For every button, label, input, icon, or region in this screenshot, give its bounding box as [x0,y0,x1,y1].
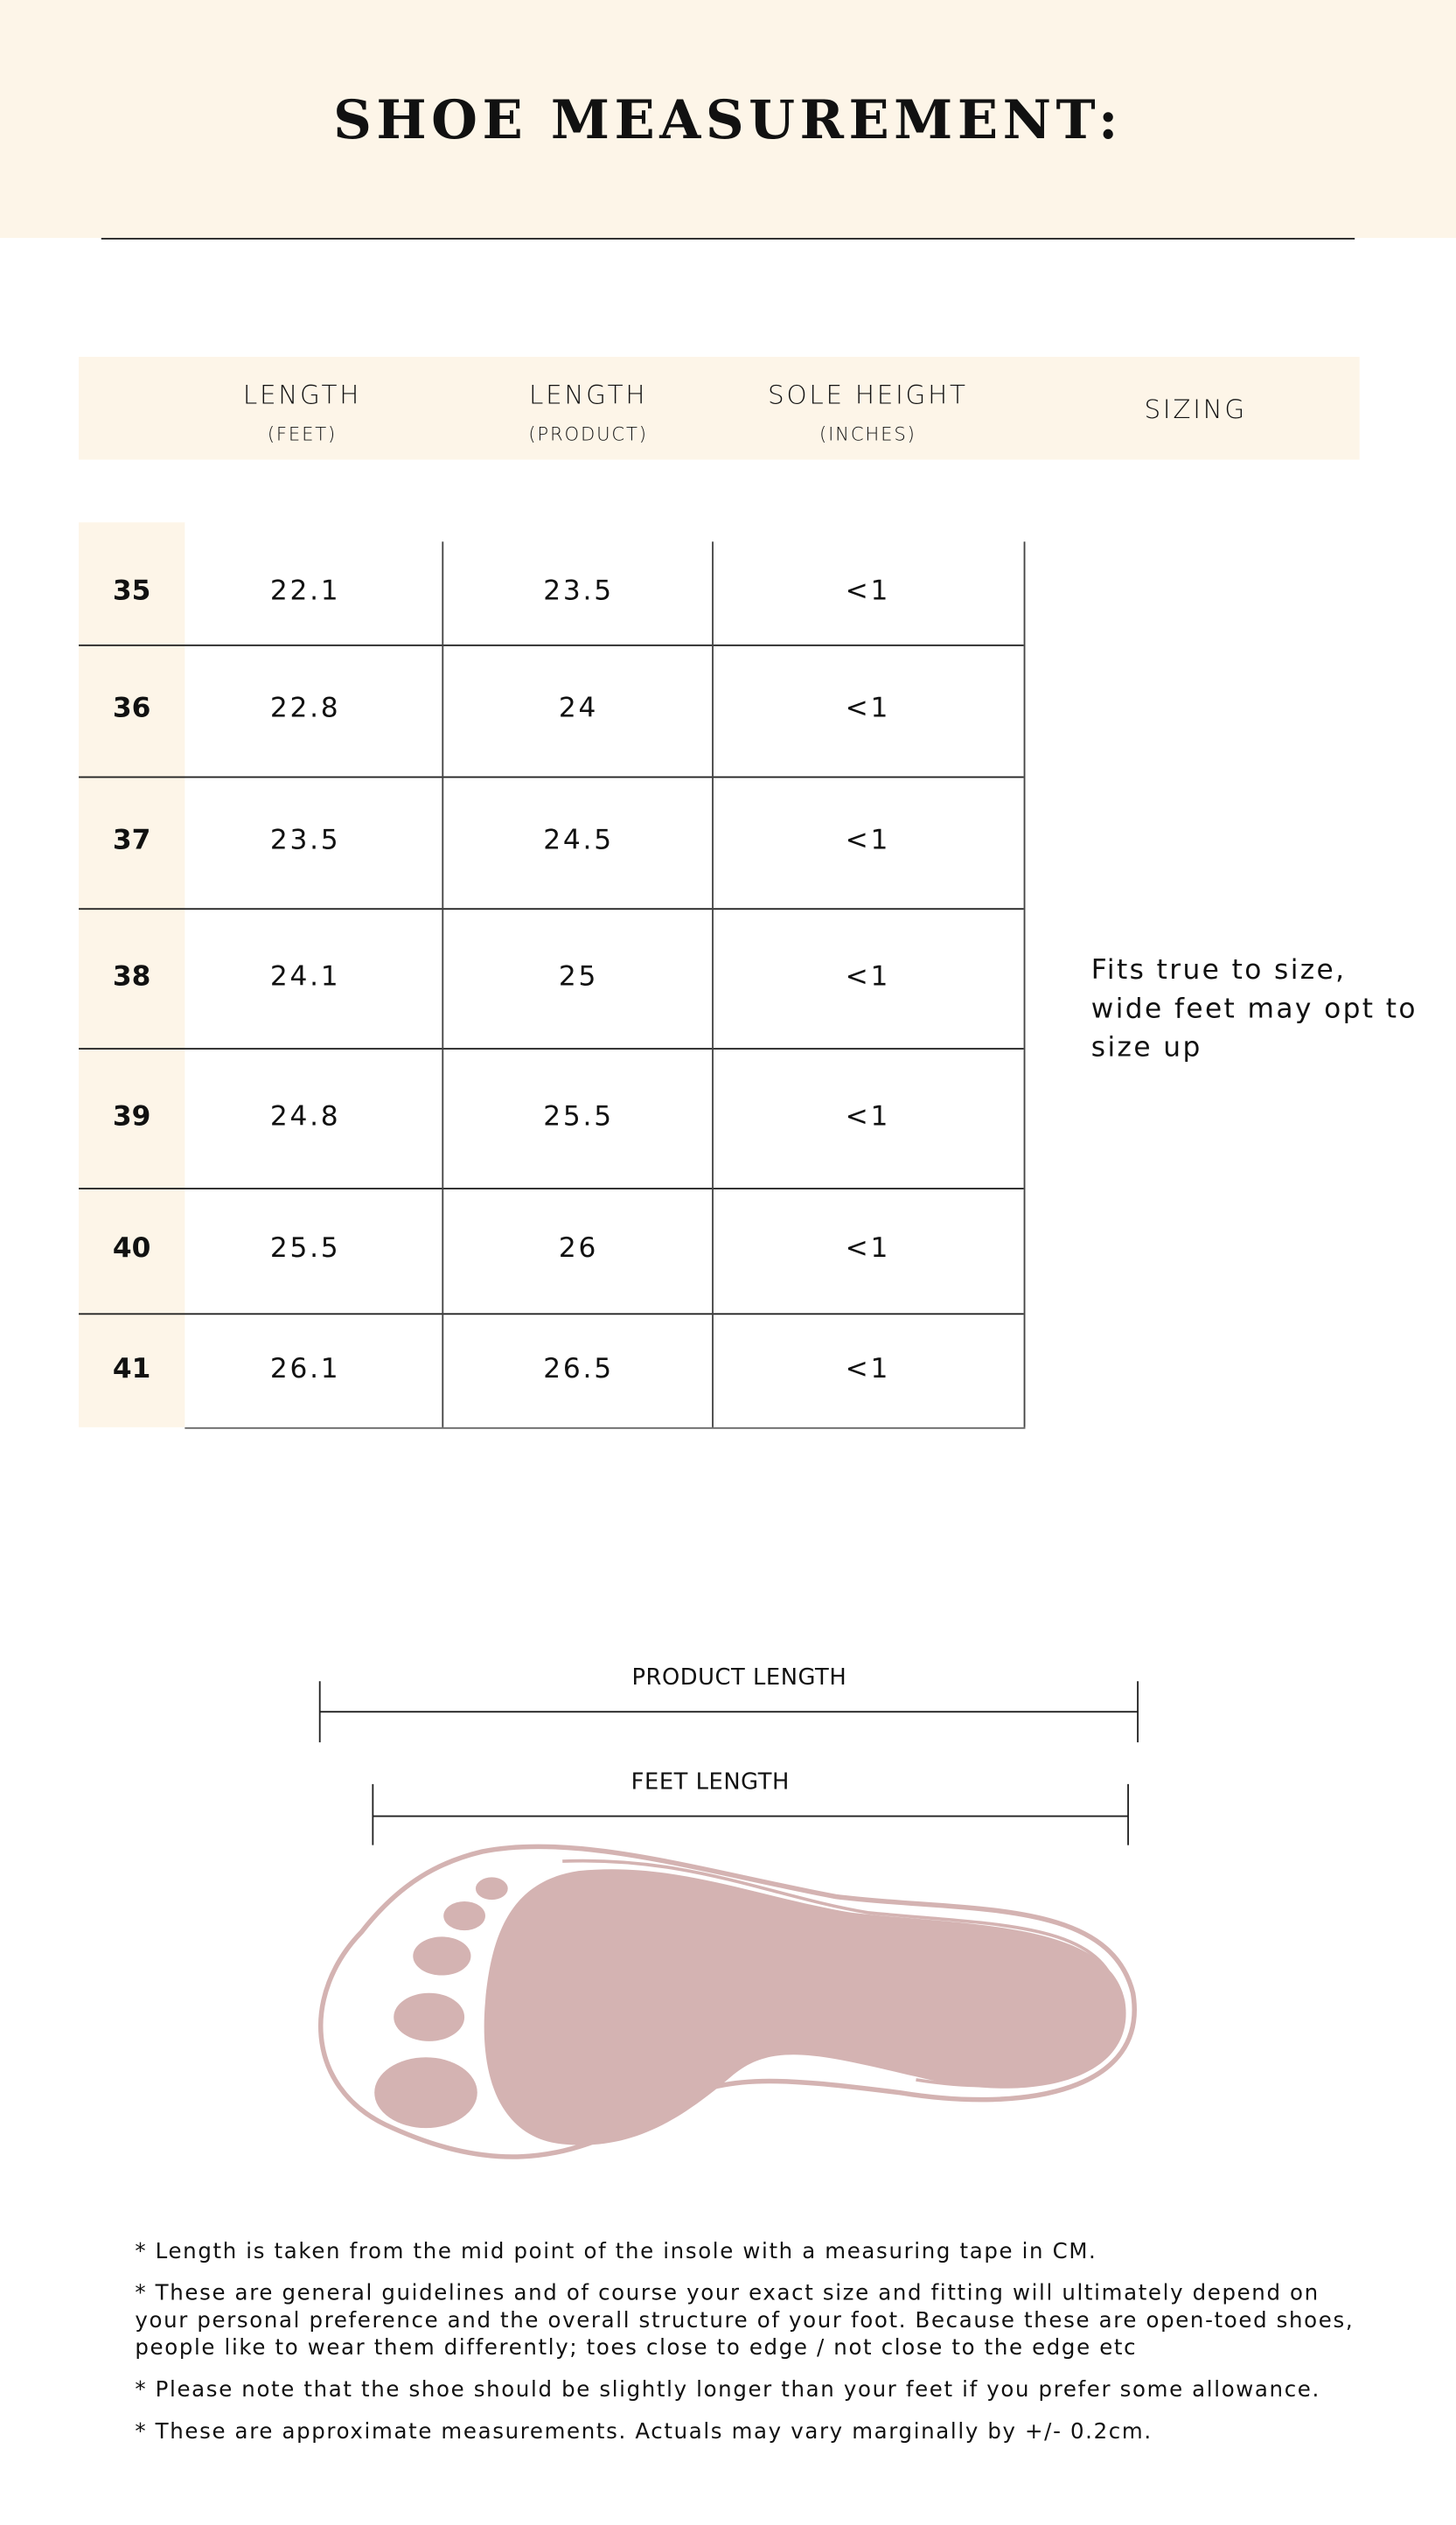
size-label: 37 [112,824,151,857]
size-label: 36 [112,693,151,725]
row-divider [79,1048,1024,1050]
cell-feet: 26.1 [269,1352,341,1385]
cell-sole: <1 [845,1352,891,1385]
insole-outline [317,1844,1137,2159]
row-divider [79,908,1024,910]
row-divider [79,1188,1024,1189]
cell-sole: <1 [845,960,891,993]
size-label: 39 [112,1099,151,1133]
sizing-note: Fits true to size, wide feet may opt to … [1090,954,1418,1064]
big-toe-icon [374,2057,477,2129]
cell-sole: <1 [845,824,891,857]
divider [101,237,1355,240]
cell-sole: <1 [845,575,891,608]
note: * Please note that the shoe should be sl… [135,2378,1320,2403]
cell-feet: 24.8 [269,1099,341,1133]
title-band [0,0,1456,238]
cell-sole: <1 [845,693,891,725]
size-label: 40 [112,1232,151,1266]
cell-sole: <1 [845,1232,891,1266]
note: * Length is taken from the mid point of … [135,2240,1097,2265]
cell-product: 23.5 [543,575,614,608]
feet-length-line [372,1783,1129,1845]
table-bottom [185,1426,1026,1429]
toe-icon [413,1936,471,1976]
toe-icon [475,1877,508,1901]
header-length-feet: LENGTH (FEET) [242,379,362,446]
foot-sole-icon [484,1869,1126,2145]
cell-feet: 25.5 [269,1232,341,1266]
size-label: 35 [112,575,151,608]
note: * These are general guidelines and of co… [135,2282,1355,2361]
table-header [79,356,1360,460]
note: * These are approximate measurements. Ac… [135,2420,1153,2445]
column-divider [442,541,444,1427]
notes: * Length is taken from the mid point of … [135,2239,1420,2461]
cell-product: 25 [558,960,599,993]
cell-feet: 22.8 [269,693,341,725]
size-column [79,522,185,1427]
header-length-product: LENGTH (PRODUCT) [528,379,648,446]
cell-feet: 24.1 [269,960,341,993]
toe-icon [394,1992,465,2041]
cell-product: 26 [558,1232,599,1266]
cell-product: 24.5 [543,824,614,857]
page-title: SHOE MEASUREMENT: [333,88,1123,151]
row-divider [79,1313,1024,1315]
cell-feet: 23.5 [269,824,341,857]
column-divider [1023,541,1026,1427]
header-sizing: SIZING [1144,394,1247,425]
column-divider [712,541,714,1427]
size-label: 38 [112,960,151,993]
cell-sole: <1 [845,1099,891,1133]
product-length-label: PRODUCT LENGTH [631,1664,847,1691]
toe-icon [443,1901,485,1931]
cell-product: 24 [558,693,599,725]
row-divider [79,776,1024,778]
feet-length-label: FEET LENGTH [630,1769,790,1796]
cell-product: 25.5 [543,1099,614,1133]
row-divider [79,644,1024,646]
cell-product: 26.5 [543,1352,614,1385]
foot-diagram [317,1681,1139,2159]
product-length-line [318,1681,1139,1743]
size-label: 41 [112,1352,151,1385]
header-sole-height: SOLE HEIGHT (INCHES) [768,379,968,446]
cell-feet: 22.1 [269,575,341,608]
